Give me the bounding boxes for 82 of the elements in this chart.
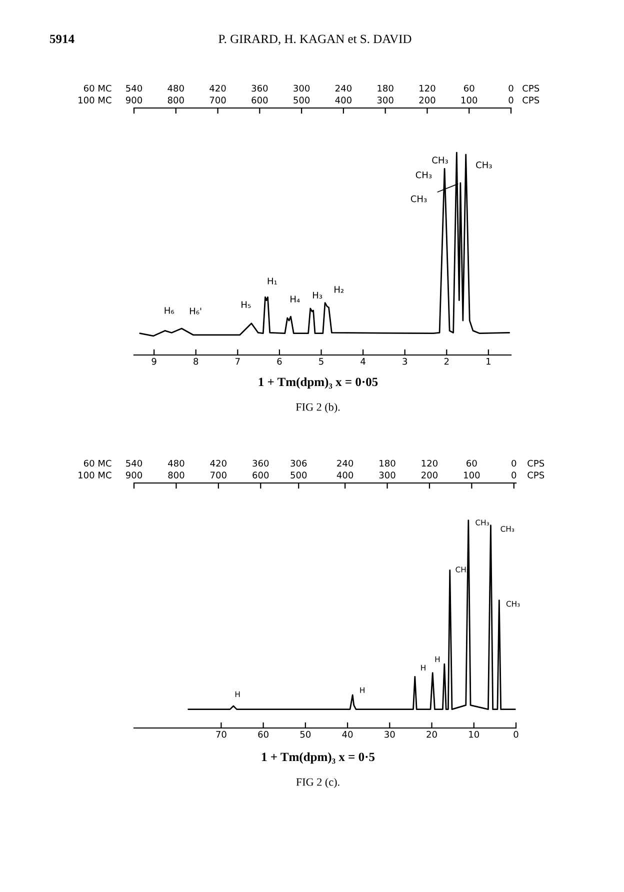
x-tick-label: 3 (402, 358, 407, 365)
text: 1 + Tm(dpm)₃ x = 0·5 (262, 752, 375, 764)
x-tick-label: 6 (277, 358, 282, 365)
text: 600 (252, 96, 268, 104)
text: 700 (210, 472, 226, 478)
annotation: H₆' (190, 308, 202, 314)
x-tick-label: 7 (236, 358, 240, 365)
text: 600 (252, 472, 269, 478)
annotation: H₂ (334, 286, 344, 293)
x2-tick-label: 120 (422, 460, 438, 467)
text: CPS (528, 460, 544, 467)
text: 100 (461, 96, 478, 104)
text: 400 (336, 472, 354, 478)
text: 800 (168, 472, 184, 478)
text: 0 (512, 472, 516, 478)
annotation: CH₃ (476, 161, 492, 168)
text: 5914 (50, 34, 74, 44)
text: 500 (290, 472, 307, 478)
caption: FIG 2 (c). (296, 778, 340, 788)
annotation: H₁ (268, 278, 277, 284)
text: 900 (126, 96, 142, 104)
text: P. GIRARD, H. KAGAN et S. DAVID (218, 34, 412, 45)
text: 200 (419, 96, 436, 104)
x2-tick-label: 180 (380, 460, 396, 467)
annotation: H₆ (164, 307, 174, 314)
text: CPS (528, 472, 544, 478)
annotation: CH₃ (432, 156, 448, 164)
x2-tick-label: 360 (252, 460, 269, 467)
text: 400 (335, 96, 352, 104)
text: CPS (522, 96, 540, 104)
x2-tick-label: 480 (168, 84, 184, 92)
x2-tick-label: 480 (168, 460, 184, 467)
x-tick-label: 8 (194, 358, 198, 365)
x-tick-label: 2 (444, 358, 449, 365)
x2-tick-label: 360 (252, 84, 268, 92)
x-tick-label: 60 (258, 730, 268, 738)
x2-tick-label: 180 (378, 84, 394, 92)
x2-tick-label: 240 (337, 460, 354, 467)
x-tick-label: 20 (426, 730, 437, 738)
x-tick-label: 70 (216, 730, 226, 738)
text: 100 MC (78, 96, 112, 104)
caption: FIG 2 (b). (296, 402, 340, 414)
text: 0 (508, 96, 514, 104)
text: 900 (126, 472, 142, 478)
x-tick-label: 1 (486, 358, 490, 365)
x2-tick-label: 420 (210, 84, 226, 92)
annotation: H₄ (290, 296, 300, 302)
x2-tick-label: 540 (126, 460, 142, 467)
annotation: H₅ (242, 301, 251, 308)
x2-tick-label: 420 (210, 460, 226, 467)
text: 300 (377, 96, 394, 104)
text: 200 (422, 472, 438, 478)
text: 100 MC (78, 472, 112, 478)
text: 1 + Tm(dpm)₃ x = 0·05 (258, 377, 378, 389)
annotation: CH₃ (416, 171, 432, 178)
x-tick-label: 9 (152, 358, 156, 365)
x2-tick-label: 240 (335, 84, 352, 92)
annotation: CH₃ (410, 195, 427, 202)
text: 60 MC (84, 84, 112, 92)
x2-tick-label: 540 (126, 84, 142, 92)
x-tick-label: 30 (384, 730, 395, 738)
x-tick-label: 5 (319, 358, 324, 365)
x-tick-label: 4 (360, 358, 366, 365)
x-tick-label: 50 (300, 730, 311, 738)
x2-tick-label: 300 (294, 84, 310, 92)
x2-tick-label: 60 (464, 84, 474, 92)
text: 60 MC (84, 460, 112, 467)
text: 300 (379, 472, 396, 478)
x2-tick-label: 120 (420, 84, 436, 92)
text: 100 (464, 472, 480, 478)
x-tick-label: 10 (469, 730, 480, 738)
text: 700 (210, 96, 226, 104)
x-tick-label: 40 (342, 730, 353, 738)
x2-tick-label: 0 (508, 84, 514, 92)
text: 500 (294, 96, 310, 104)
x2-tick-label: 306 (290, 460, 307, 467)
x2-tick-label: 0 (512, 460, 516, 467)
x-tick-label: 0 (514, 730, 518, 738)
annotation: H₃ (313, 292, 322, 299)
text: 800 (168, 96, 184, 104)
x2-tick-label: 60 (466, 460, 477, 467)
text: CPS (522, 84, 540, 92)
